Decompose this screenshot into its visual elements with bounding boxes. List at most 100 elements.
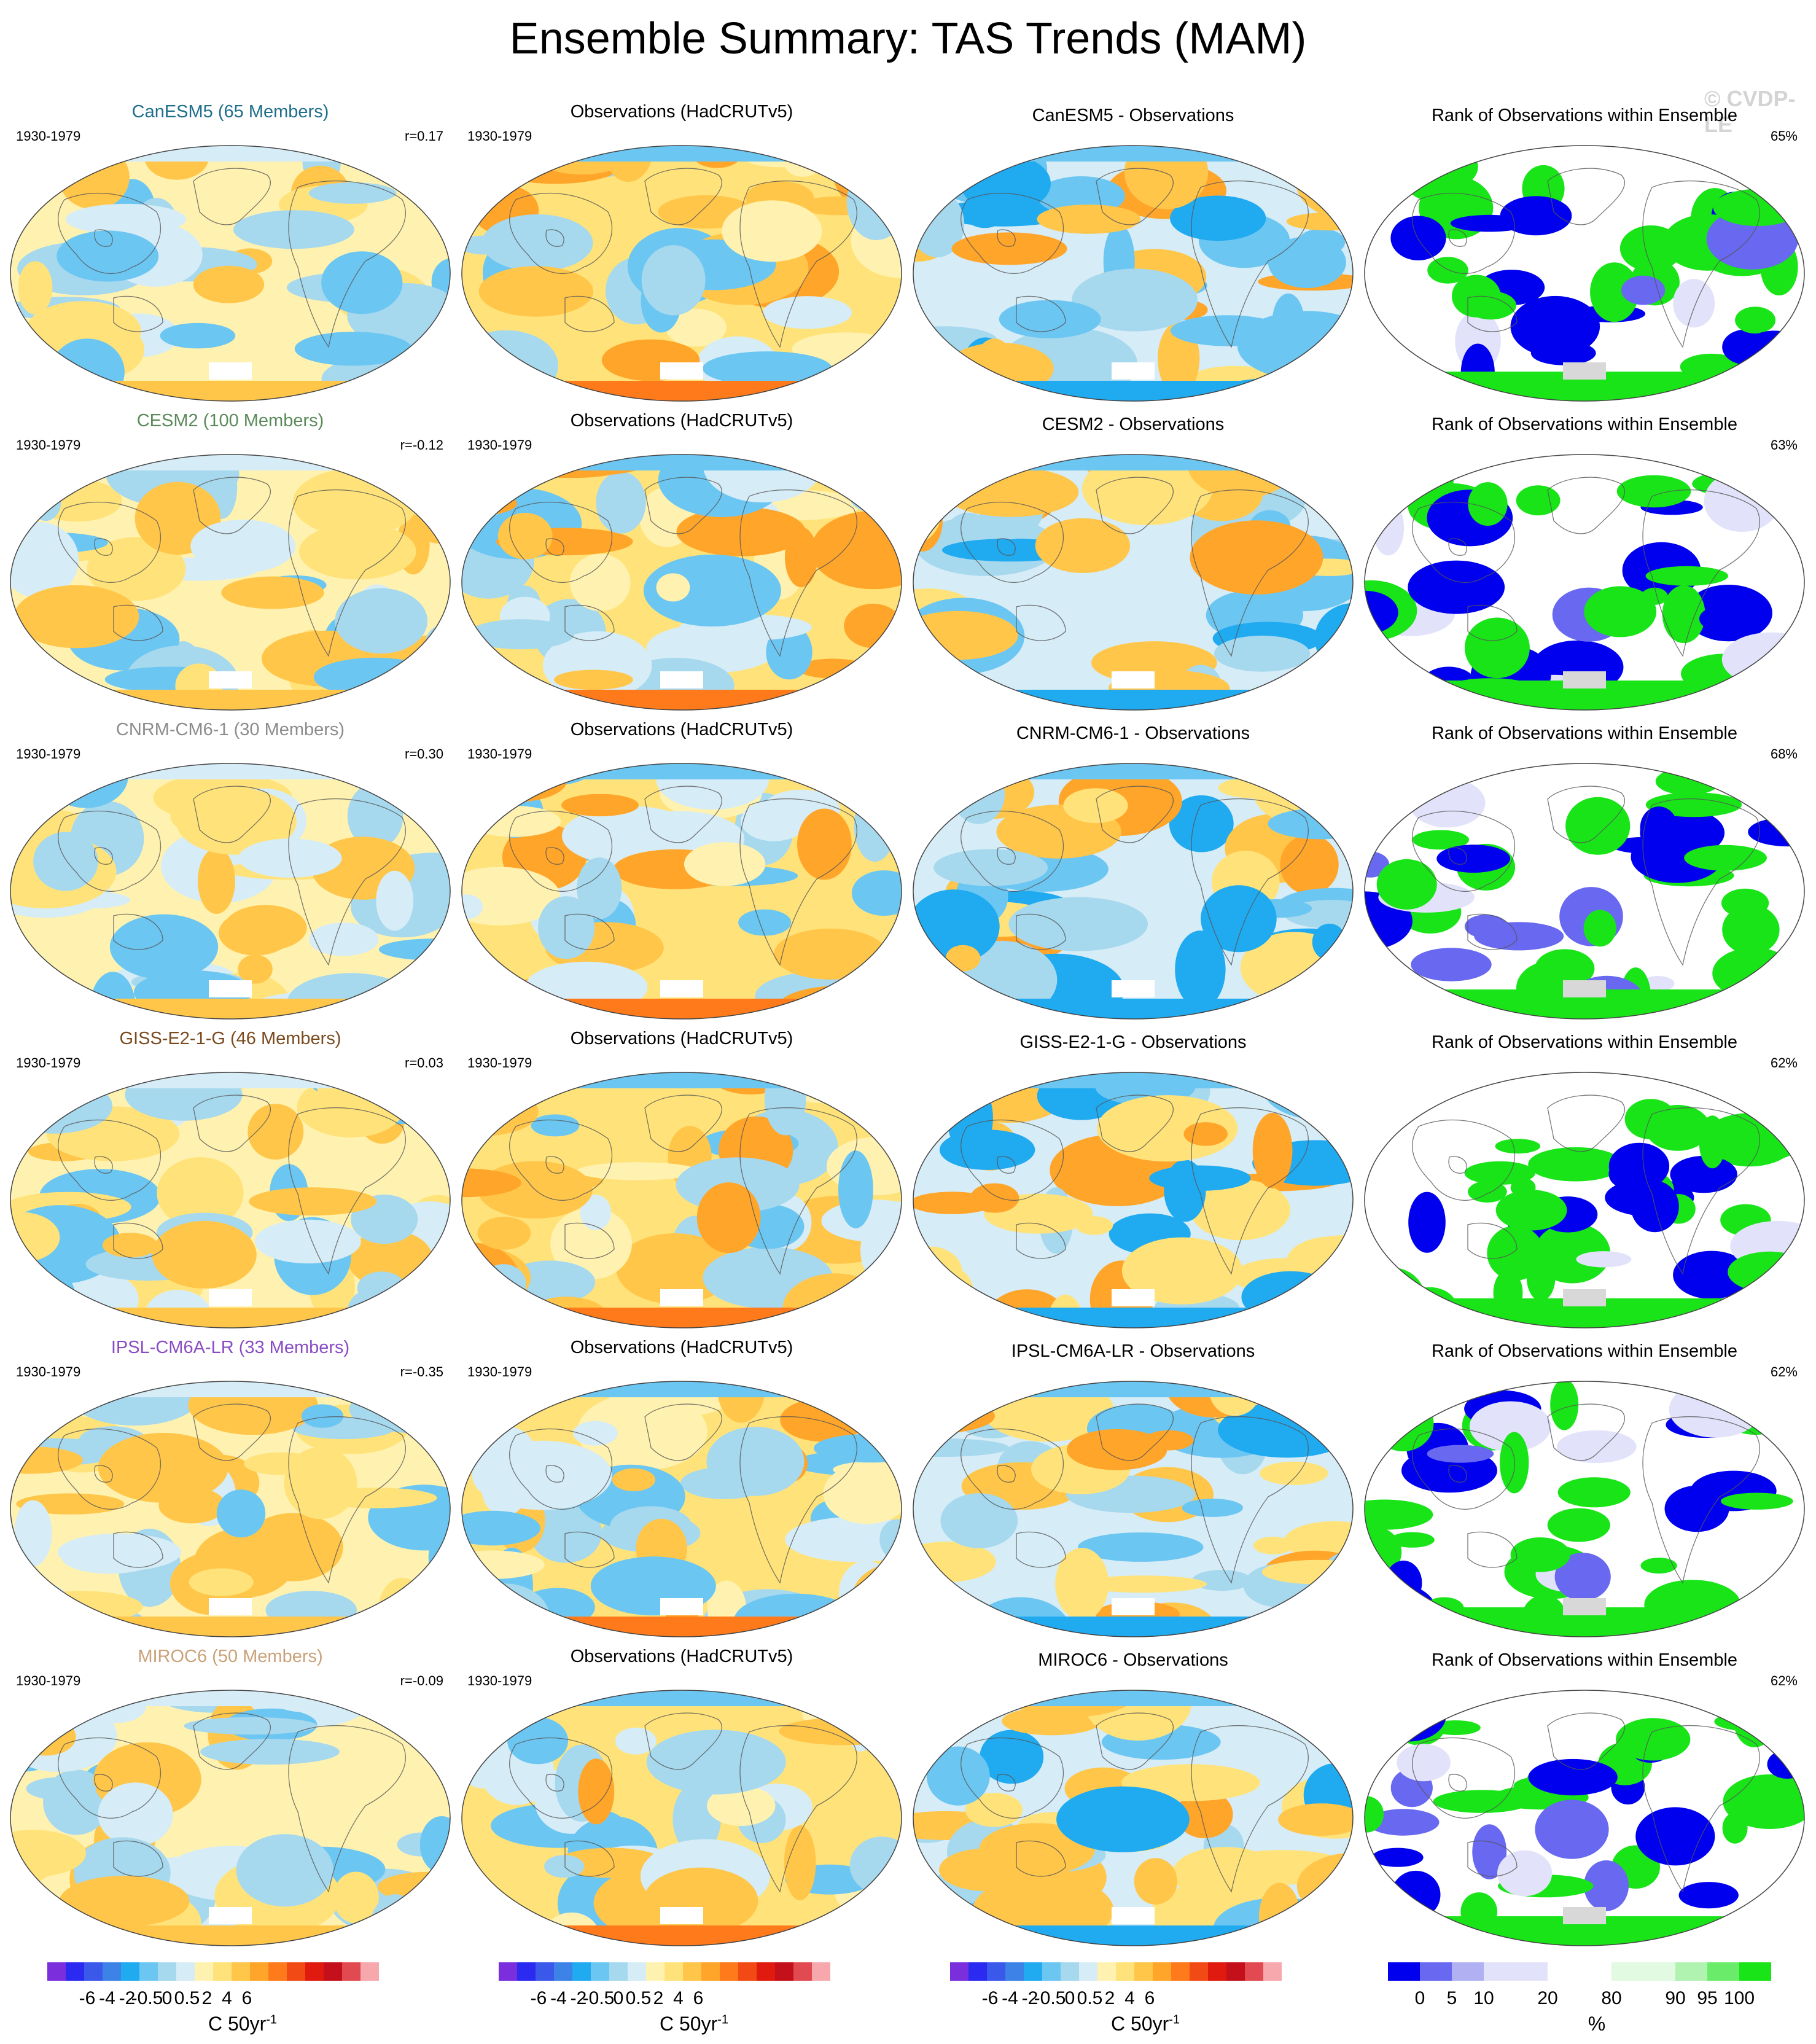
rank-region (1390, 1532, 1435, 1548)
map-border (1364, 1072, 1805, 1328)
panel-title: IPSL-CM6A-LR (33 Members) (111, 1338, 350, 1357)
coastline (1467, 604, 1518, 641)
colorbar-swatch (158, 1962, 176, 1981)
map (913, 145, 1354, 402)
trend-region (641, 245, 706, 316)
trend-region (10, 454, 45, 523)
coastline (1448, 1774, 1467, 1792)
coastline (1467, 913, 1518, 950)
rank-region (1464, 915, 1508, 938)
rank-region (1397, 1744, 1451, 1782)
colorbar-tick-label: -0.5 (131, 1988, 163, 2008)
map-border (1364, 763, 1805, 1020)
coastline (960, 811, 1064, 892)
trend-region (1303, 1706, 1339, 1732)
rank-region (1469, 1401, 1551, 1452)
coastline (509, 1120, 613, 1201)
missing-data-patch (209, 980, 252, 997)
coastline (288, 180, 406, 348)
panel-title: CNRM-CM6-1 - Observations (1016, 724, 1250, 743)
rank-region (1468, 1180, 1507, 1203)
colorbar-tick-label: 80 (1601, 1988, 1621, 2008)
rank-region (1640, 1558, 1677, 1574)
trend-region (913, 999, 1353, 1019)
trend-region (462, 330, 558, 401)
trend-region (15, 1718, 76, 1756)
rank-region (1616, 475, 1691, 508)
coastline (1547, 477, 1626, 534)
rank-region (1670, 1155, 1737, 1193)
trend-region (980, 1730, 1044, 1784)
trend-region (10, 690, 450, 710)
trend-region (676, 507, 806, 556)
rank-region (1699, 1115, 1726, 1169)
trend-region (10, 1925, 450, 1946)
trend-region (784, 1825, 816, 1901)
colorbar-swatch (1153, 1962, 1171, 1981)
trend-region (1295, 1585, 1353, 1637)
colorbar-swatch (1739, 1962, 1771, 1981)
missing-data-patch (1563, 1907, 1606, 1924)
coastline (94, 1156, 113, 1174)
trend-region (10, 1381, 450, 1397)
panel-title: Rank of Observations within Ensemble (1431, 106, 1738, 125)
missing-data-patch (209, 1598, 252, 1615)
coastline (1096, 1712, 1174, 1770)
trend-region (784, 150, 822, 177)
trend-region (1280, 835, 1339, 895)
coastline (94, 1465, 113, 1483)
trend-region (1260, 1461, 1328, 1485)
colorbar-swatch (342, 1962, 360, 1981)
map (461, 454, 902, 711)
trend-region (25, 301, 141, 362)
colorbar-tick-label: -2 (571, 1988, 587, 2008)
colorbar-swatch (103, 1962, 121, 1981)
trend-region (703, 351, 832, 386)
colorbar-swatch (738, 1962, 757, 1981)
period-label: 1930-1979 (467, 128, 532, 144)
colorbar-tick-label: -4 (550, 1988, 567, 2008)
coastline (57, 1120, 162, 1201)
rank-region (1547, 1508, 1610, 1542)
rank-panel: Rank of Observations within Ensemble 62% (1360, 1028, 1809, 1332)
rank-region (1408, 1192, 1446, 1253)
colorbar-tick-label: 0 (1415, 1988, 1425, 2008)
trend-colorbar-1: -6 -4 -2 -0.5 0 0.5 2 4 6 C 50yr-1 (28, 1956, 458, 2042)
trend-region (1072, 268, 1198, 332)
trend-region (98, 1782, 173, 1847)
trend-region (462, 1381, 902, 1397)
trend-region (507, 1717, 569, 1765)
trend-region (656, 763, 770, 810)
map (461, 145, 902, 402)
rank-region (1746, 330, 1802, 363)
coastline (1448, 1156, 1467, 1174)
trend-region (152, 1220, 257, 1289)
rank-region (1616, 1718, 1691, 1761)
trend-region (1056, 1786, 1190, 1852)
trend-region (462, 763, 902, 779)
coastline (57, 1738, 162, 1819)
trend-region (849, 454, 900, 514)
trend-region (939, 1129, 1035, 1170)
trend-region (1081, 454, 1213, 525)
trend-region (1261, 1559, 1353, 1585)
trend-region (962, 193, 1007, 228)
coastline (545, 538, 564, 556)
pattern-correlation: r=-0.09 (400, 1673, 443, 1688)
rank-region (1385, 1560, 1422, 1605)
coastline (509, 193, 613, 275)
rank-region (1761, 1391, 1802, 1445)
map (10, 1072, 451, 1328)
map-border (461, 1690, 902, 1946)
pattern-correlation: r=0.17 (405, 128, 443, 144)
trend-region (1078, 1532, 1204, 1562)
coastline (1547, 168, 1626, 225)
trend-region (1037, 205, 1141, 234)
coastline (960, 502, 1064, 583)
trend-region (956, 146, 993, 158)
trend-region (578, 1758, 615, 1825)
coastline (509, 811, 613, 892)
colorbar-swatch (195, 1962, 213, 1981)
observations-panel: Observations (HadCRUTv5) 1930-1979 (458, 410, 906, 714)
trend-region (974, 338, 1015, 397)
